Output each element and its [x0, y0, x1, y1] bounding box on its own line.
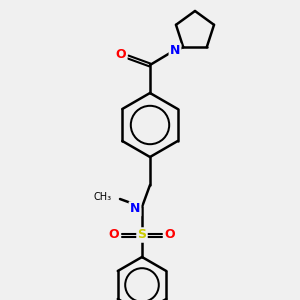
Text: S: S — [137, 229, 146, 242]
Text: CH₃: CH₃ — [94, 192, 112, 202]
Text: N: N — [130, 202, 140, 215]
Text: N: N — [170, 44, 180, 58]
Text: O: O — [109, 229, 119, 242]
Text: O: O — [165, 229, 175, 242]
Text: O: O — [116, 49, 126, 62]
